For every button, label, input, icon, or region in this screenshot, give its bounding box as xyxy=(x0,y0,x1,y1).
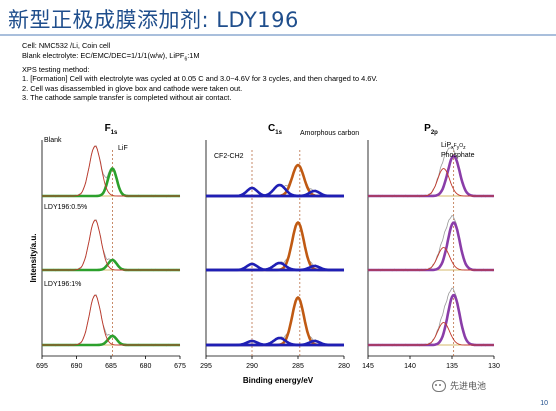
panel-title-c: C1s xyxy=(268,123,283,136)
x-tick-label-695: 695 xyxy=(36,363,48,370)
fit-peak-red xyxy=(42,219,180,271)
fit-peak-blue xyxy=(205,189,345,198)
watermark-text: 先进电池 xyxy=(450,381,487,391)
ref-label-amorphous: Amorphous carbon xyxy=(300,130,359,137)
fit-peak-blue xyxy=(205,339,345,347)
raw-spectrum xyxy=(41,219,181,272)
x-tick-label-685: 685 xyxy=(105,363,117,370)
raw-spectrum xyxy=(205,163,345,198)
info-step-3: 3. The cathode sample transfer is comple… xyxy=(22,93,232,103)
x-tick-label-675: 675 xyxy=(174,363,186,370)
fit-peak-red xyxy=(42,145,180,197)
page-number: 10 xyxy=(540,400,548,407)
fit-peak-purple xyxy=(367,293,495,347)
x-tick-label-145: 145 xyxy=(362,363,374,370)
fit-peak-orange xyxy=(205,296,345,347)
ref-label-phosphate: Phosphate xyxy=(441,152,475,159)
fit-peak-green xyxy=(41,167,181,198)
ref-label-cf2: CF2-CH2 xyxy=(214,153,244,160)
x-tick-label-285: 285 xyxy=(292,363,304,370)
ref-label-lipxfyoz: LiPxFyOz xyxy=(441,142,466,151)
x-tick-label-130: 130 xyxy=(488,363,500,370)
page-title: 新型正极成膜添加剂: LDY196 xyxy=(8,8,299,32)
raw-spectrum xyxy=(367,214,495,272)
x-tick-label-140: 140 xyxy=(404,363,416,370)
fit-peak-orange xyxy=(205,221,345,272)
fit-peak-red xyxy=(42,294,180,346)
fit-peak-purple xyxy=(367,221,495,272)
ref-label-lif: LiF xyxy=(118,145,128,152)
info-cell-line: Cell: NMC532 /Li, Coin cell xyxy=(22,41,111,50)
fit-peak-red xyxy=(368,322,494,346)
x-tick-label-290: 290 xyxy=(246,363,258,370)
info-step-1: 1. [Formation] Cell with electrolyte was… xyxy=(22,74,378,84)
x-tick-label-680: 680 xyxy=(140,363,152,370)
row-label: LDY196:0.5% xyxy=(44,204,87,211)
title-divider xyxy=(0,34,556,36)
x-tick-label-295: 295 xyxy=(200,363,212,370)
x-tick-label-280: 280 xyxy=(338,363,350,370)
raw-spectrum xyxy=(367,287,495,347)
fit-peak-red xyxy=(368,168,494,197)
info-step-2: 2. Cell was disassembled in glove box an… xyxy=(22,83,243,93)
y-axis-label: Intensity/a.u. xyxy=(29,234,38,283)
panel-title-f: F1s xyxy=(105,123,118,136)
chat-bubble-icon xyxy=(432,379,446,392)
fit-peak-blue xyxy=(205,264,345,272)
fit-peak-purple xyxy=(367,154,495,198)
x-tick-label-690: 690 xyxy=(71,363,83,370)
raw-spectrum xyxy=(367,146,495,198)
x-tick-label-135: 135 xyxy=(446,363,458,370)
experiment-info: Cell: NMC532 /Li, Coin cell Blank electr… xyxy=(22,41,378,103)
fit-peak-orange xyxy=(205,163,345,198)
panel-title-p: P2p xyxy=(424,123,438,136)
x-axis-label: Binding energy/eV xyxy=(243,376,314,385)
row-label: LDY196:1% xyxy=(44,281,81,288)
info-electrolyte-line: Blank electrolyte: EC/EMC/DEC=1/1/1(w/w)… xyxy=(22,50,200,63)
row-label: Blank xyxy=(44,137,62,144)
fit-peak-red xyxy=(368,247,494,271)
watermark: 先进电池 xyxy=(432,379,486,392)
info-method-heading: XPS testing method: xyxy=(22,64,90,74)
